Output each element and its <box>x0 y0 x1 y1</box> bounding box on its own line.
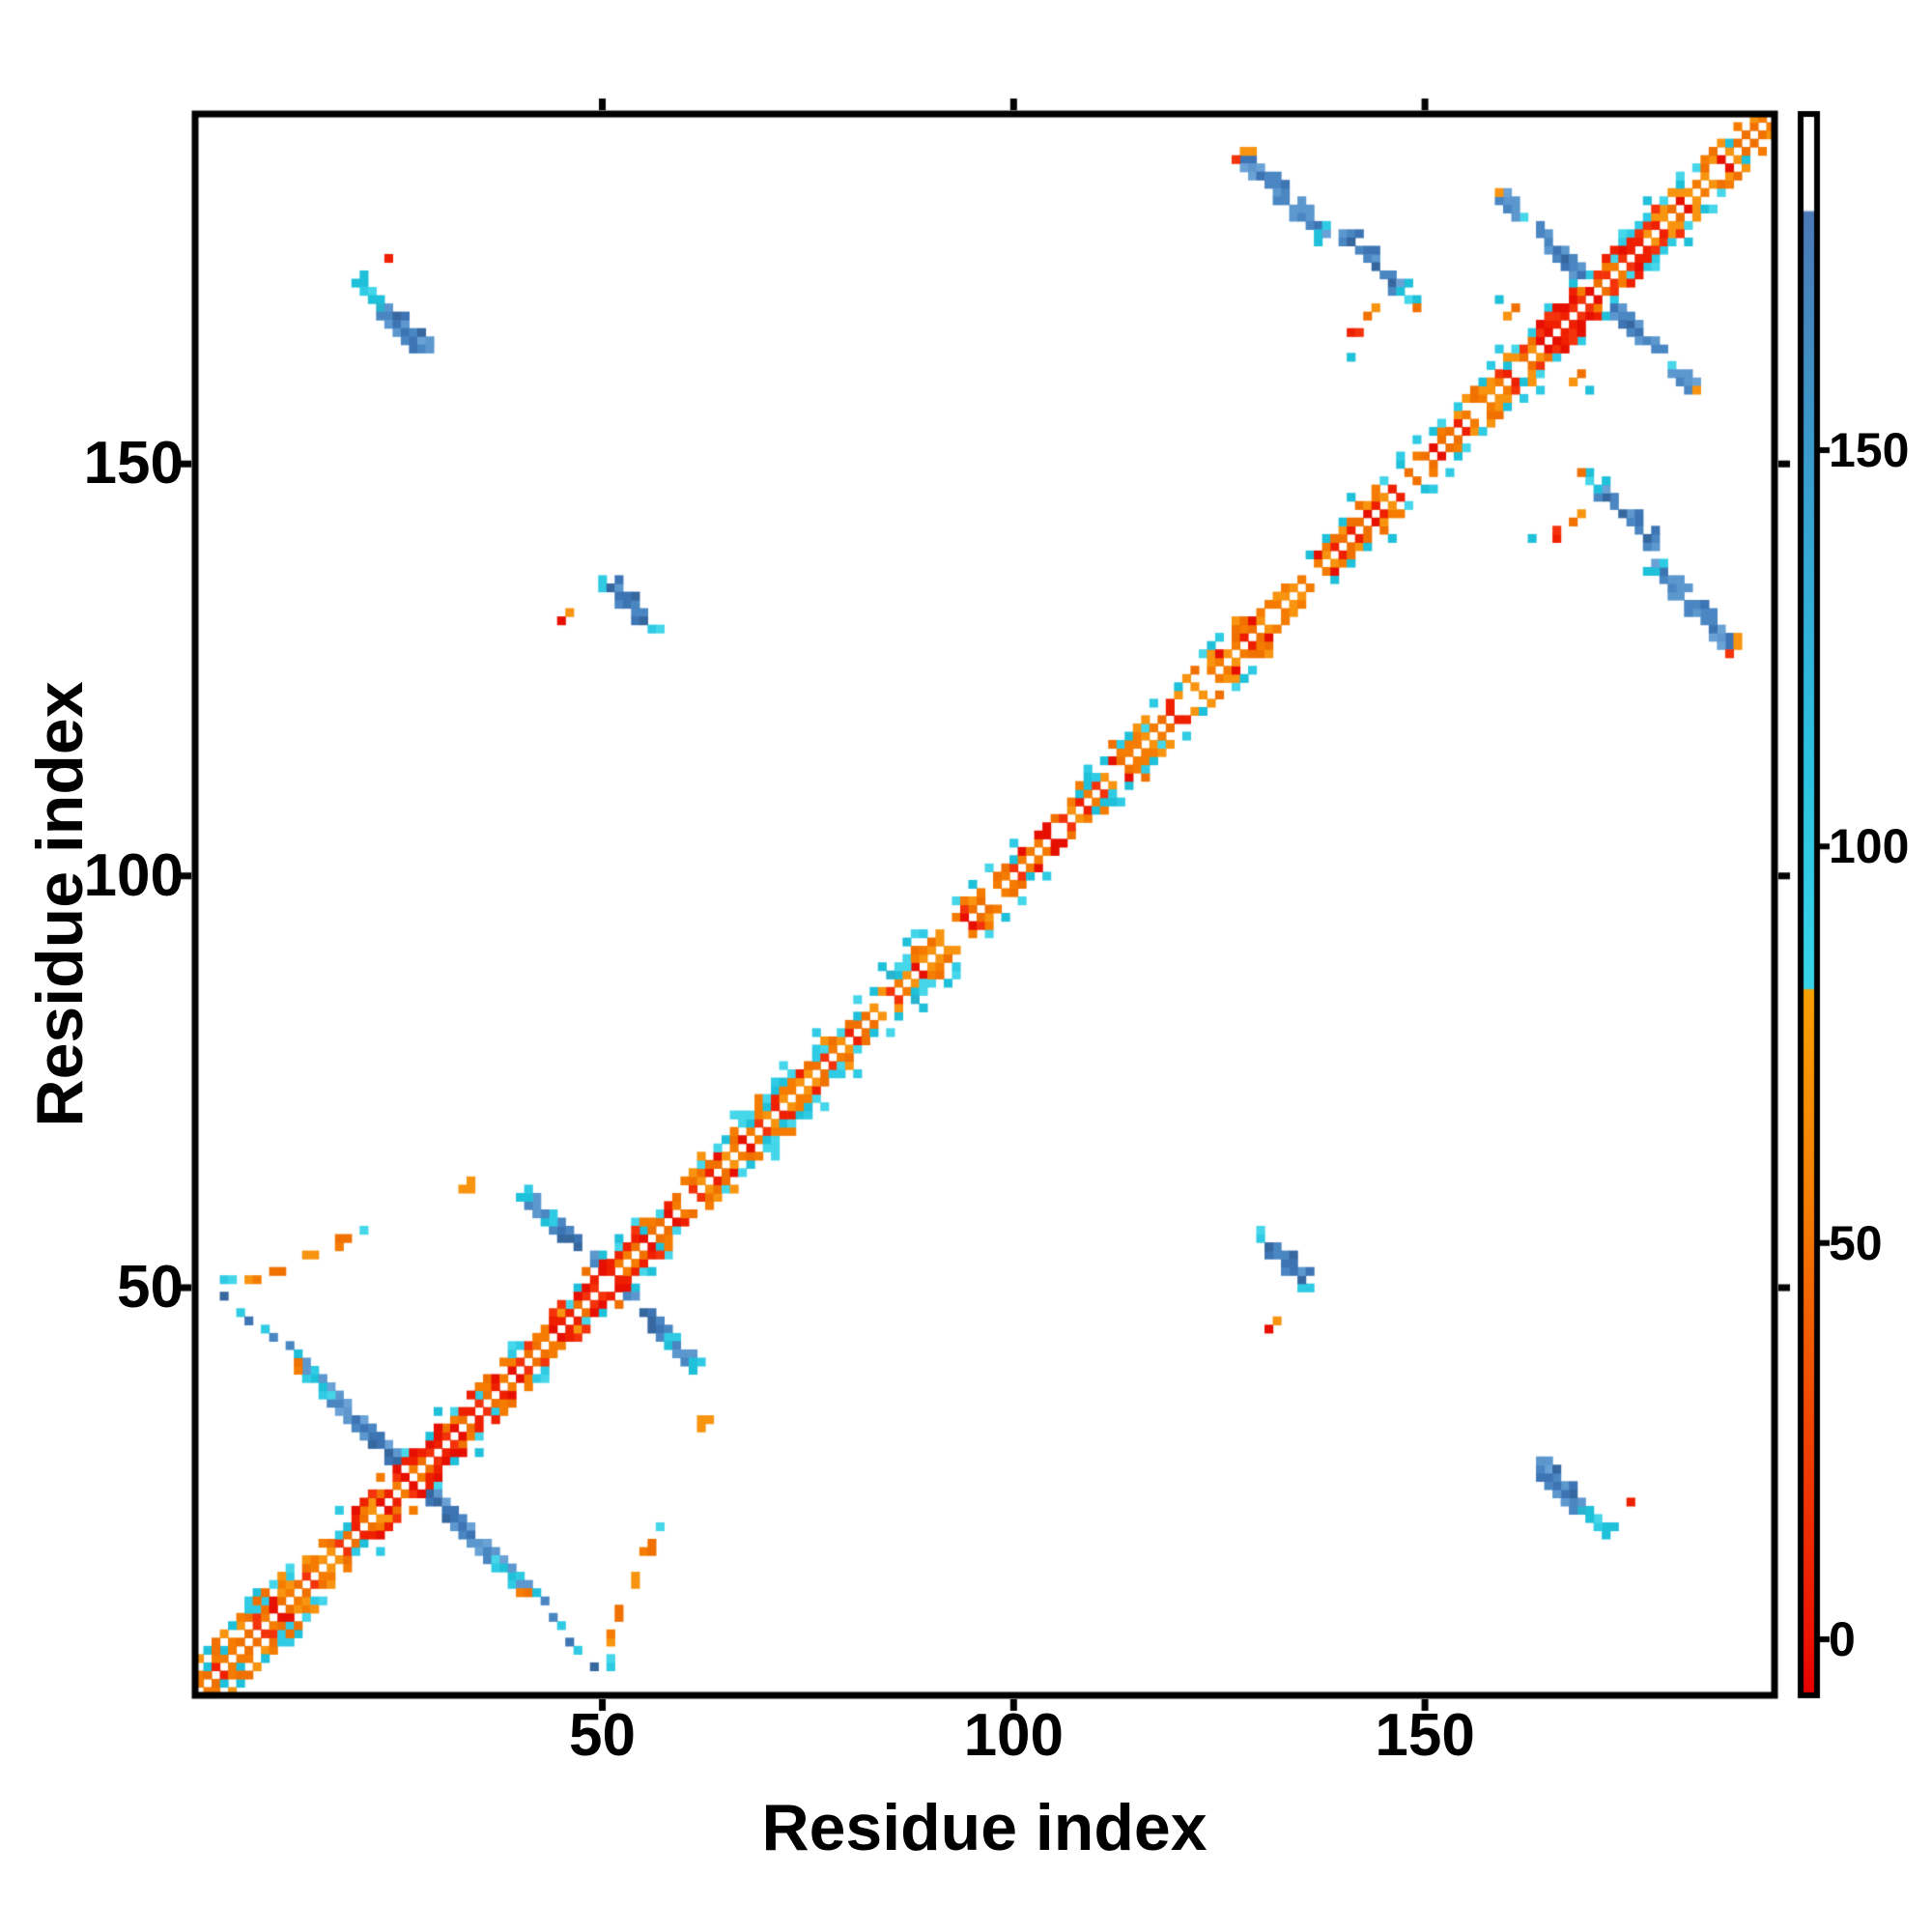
colorbar-tick-label: 50 <box>1829 1215 1883 1270</box>
x-tick-label: 50 <box>569 1702 636 1769</box>
colorbar-tick-label: 0 <box>1829 1612 1856 1666</box>
y-tick-label: 100 <box>83 841 184 909</box>
x-tick-label: 150 <box>1375 1702 1475 1769</box>
x-axis-title: Residue index <box>761 1791 1208 1864</box>
colorbar-tick-label: 150 <box>1829 422 1910 477</box>
x-tick-label: 100 <box>963 1702 1065 1769</box>
y-tick-label: 50 <box>117 1253 184 1321</box>
y-tick-label: 150 <box>83 430 184 497</box>
colorbar-tick-label: 100 <box>1829 819 1910 874</box>
